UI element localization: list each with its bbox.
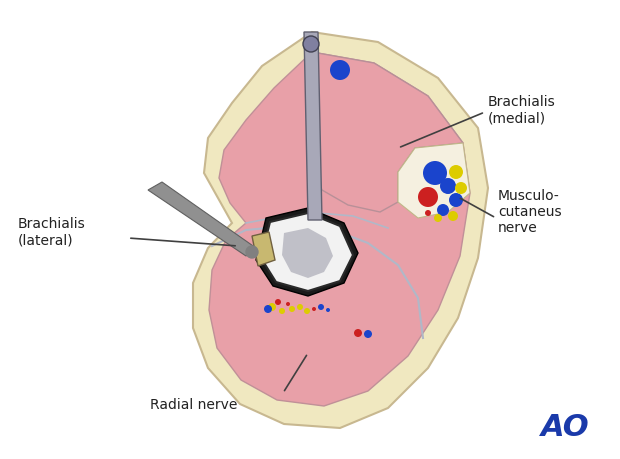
Circle shape — [330, 60, 350, 80]
Polygon shape — [256, 208, 358, 296]
Text: Brachialis
(medial): Brachialis (medial) — [488, 95, 556, 125]
Polygon shape — [304, 32, 322, 220]
Circle shape — [303, 36, 319, 52]
Circle shape — [455, 182, 467, 194]
Circle shape — [275, 299, 281, 305]
Circle shape — [264, 305, 272, 313]
Polygon shape — [193, 32, 488, 428]
Text: Radial nerve: Radial nerve — [150, 398, 237, 412]
Circle shape — [268, 303, 276, 311]
Circle shape — [437, 204, 449, 216]
Circle shape — [448, 211, 458, 221]
Polygon shape — [209, 52, 470, 406]
Text: Musculo-
cutaneus
nerve: Musculo- cutaneus nerve — [498, 189, 562, 235]
Circle shape — [418, 187, 438, 207]
Circle shape — [326, 308, 330, 312]
Circle shape — [449, 193, 463, 207]
Circle shape — [364, 330, 372, 338]
Circle shape — [354, 329, 362, 337]
Circle shape — [279, 308, 285, 314]
Polygon shape — [310, 52, 463, 212]
Text: Brachialis
(lateral): Brachialis (lateral) — [18, 217, 86, 247]
Polygon shape — [282, 228, 333, 278]
Circle shape — [312, 307, 316, 311]
Circle shape — [304, 308, 310, 314]
Polygon shape — [148, 182, 256, 256]
Polygon shape — [398, 143, 470, 218]
Circle shape — [425, 210, 431, 216]
Text: AO: AO — [541, 414, 590, 442]
Circle shape — [423, 161, 447, 185]
Polygon shape — [261, 213, 353, 291]
Circle shape — [286, 302, 290, 306]
Circle shape — [289, 306, 295, 312]
Circle shape — [434, 214, 442, 222]
Polygon shape — [252, 232, 275, 266]
Circle shape — [440, 178, 456, 194]
Circle shape — [449, 165, 463, 179]
Circle shape — [246, 246, 258, 258]
Circle shape — [297, 304, 303, 310]
Circle shape — [318, 304, 324, 310]
